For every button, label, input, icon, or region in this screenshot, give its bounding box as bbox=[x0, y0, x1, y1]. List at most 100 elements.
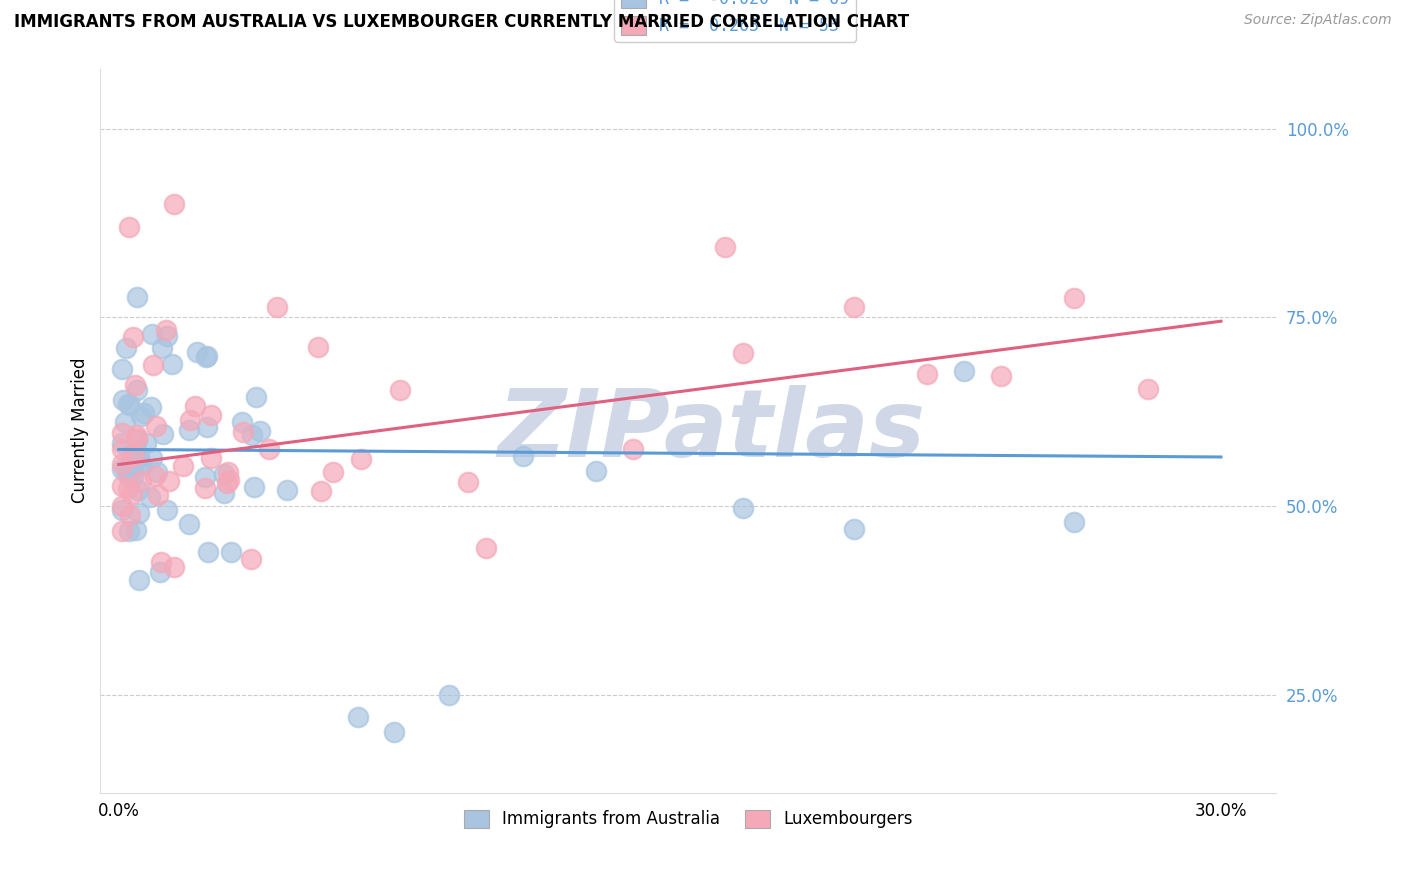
Point bbox=[111, 462, 134, 476]
Point bbox=[128, 506, 150, 520]
Point bbox=[215, 476, 238, 491]
Point bbox=[131, 458, 153, 472]
Point bbox=[152, 427, 174, 442]
Point bbox=[952, 364, 974, 378]
Point bbox=[842, 300, 865, 314]
Point bbox=[184, 400, 207, 414]
Point bbox=[135, 436, 157, 450]
Point bbox=[259, 442, 281, 456]
Point bbox=[239, 551, 262, 566]
Point bbox=[111, 503, 134, 517]
Point bbox=[155, 329, 177, 343]
Point bbox=[307, 340, 329, 354]
Point bbox=[121, 448, 143, 462]
Y-axis label: Currently Married: Currently Married bbox=[72, 358, 89, 503]
Point bbox=[276, 483, 298, 497]
Point bbox=[111, 361, 134, 376]
Point bbox=[179, 413, 201, 427]
Point bbox=[129, 457, 152, 471]
Point bbox=[197, 544, 219, 558]
Point bbox=[200, 451, 222, 466]
Point bbox=[186, 344, 208, 359]
Point bbox=[179, 517, 201, 532]
Point bbox=[111, 426, 134, 441]
Point bbox=[160, 357, 183, 371]
Point bbox=[121, 447, 143, 461]
Point bbox=[125, 444, 148, 458]
Point bbox=[475, 541, 498, 555]
Point bbox=[115, 341, 138, 355]
Point bbox=[117, 482, 139, 496]
Point bbox=[194, 481, 217, 495]
Point bbox=[132, 406, 155, 420]
Point bbox=[124, 378, 146, 392]
Text: Source: ZipAtlas.com: Source: ZipAtlas.com bbox=[1244, 13, 1392, 28]
Point bbox=[585, 464, 607, 478]
Point bbox=[195, 420, 218, 434]
Point bbox=[124, 449, 146, 463]
Point bbox=[111, 478, 134, 492]
Point bbox=[240, 428, 263, 442]
Point bbox=[842, 522, 865, 536]
Point bbox=[141, 327, 163, 342]
Point bbox=[111, 442, 134, 457]
Point bbox=[382, 725, 405, 739]
Point bbox=[245, 390, 267, 404]
Point bbox=[322, 465, 344, 479]
Point bbox=[121, 330, 143, 344]
Point bbox=[114, 463, 136, 477]
Point bbox=[179, 423, 201, 437]
Legend: Immigrants from Australia, Luxembourgers: Immigrants from Australia, Luxembourgers bbox=[457, 803, 920, 835]
Point bbox=[143, 468, 166, 483]
Point bbox=[149, 555, 172, 569]
Point bbox=[118, 219, 141, 234]
Point bbox=[129, 474, 152, 488]
Point bbox=[114, 415, 136, 429]
Point bbox=[231, 415, 253, 429]
Point bbox=[141, 450, 163, 465]
Point bbox=[146, 488, 169, 502]
Point bbox=[990, 369, 1012, 384]
Text: IMMIGRANTS FROM AUSTRALIA VS LUXEMBOURGER CURRENTLY MARRIED CORRELATION CHART: IMMIGRANTS FROM AUSTRALIA VS LUXEMBOURGE… bbox=[14, 13, 910, 31]
Point bbox=[111, 435, 134, 450]
Point bbox=[249, 424, 271, 438]
Point bbox=[125, 290, 148, 304]
Point bbox=[157, 474, 180, 488]
Point bbox=[121, 463, 143, 477]
Point bbox=[194, 470, 217, 484]
Point bbox=[118, 524, 141, 538]
Point bbox=[127, 433, 149, 447]
Point bbox=[125, 524, 148, 538]
Point bbox=[512, 450, 534, 464]
Point bbox=[142, 358, 165, 372]
Point bbox=[195, 349, 218, 363]
Point bbox=[117, 397, 139, 411]
Point bbox=[156, 503, 179, 517]
Point bbox=[145, 419, 167, 434]
Point bbox=[127, 431, 149, 445]
Point bbox=[1063, 515, 1085, 529]
Point bbox=[125, 428, 148, 442]
Point bbox=[457, 475, 479, 490]
Point bbox=[733, 346, 755, 360]
Point bbox=[111, 500, 134, 514]
Point bbox=[121, 469, 143, 483]
Point bbox=[200, 409, 222, 423]
Point bbox=[127, 483, 149, 498]
Point bbox=[125, 452, 148, 467]
Point bbox=[111, 457, 134, 471]
Point bbox=[127, 383, 149, 397]
Point bbox=[350, 452, 373, 467]
Point bbox=[309, 483, 332, 498]
Point bbox=[243, 480, 266, 494]
Point bbox=[150, 341, 173, 355]
Point bbox=[128, 573, 150, 587]
Point bbox=[128, 450, 150, 464]
Point bbox=[621, 442, 644, 457]
Point bbox=[439, 688, 461, 702]
Point bbox=[121, 486, 143, 500]
Point bbox=[232, 425, 254, 440]
Point bbox=[155, 323, 177, 337]
Point bbox=[163, 197, 186, 211]
Point bbox=[139, 490, 162, 504]
